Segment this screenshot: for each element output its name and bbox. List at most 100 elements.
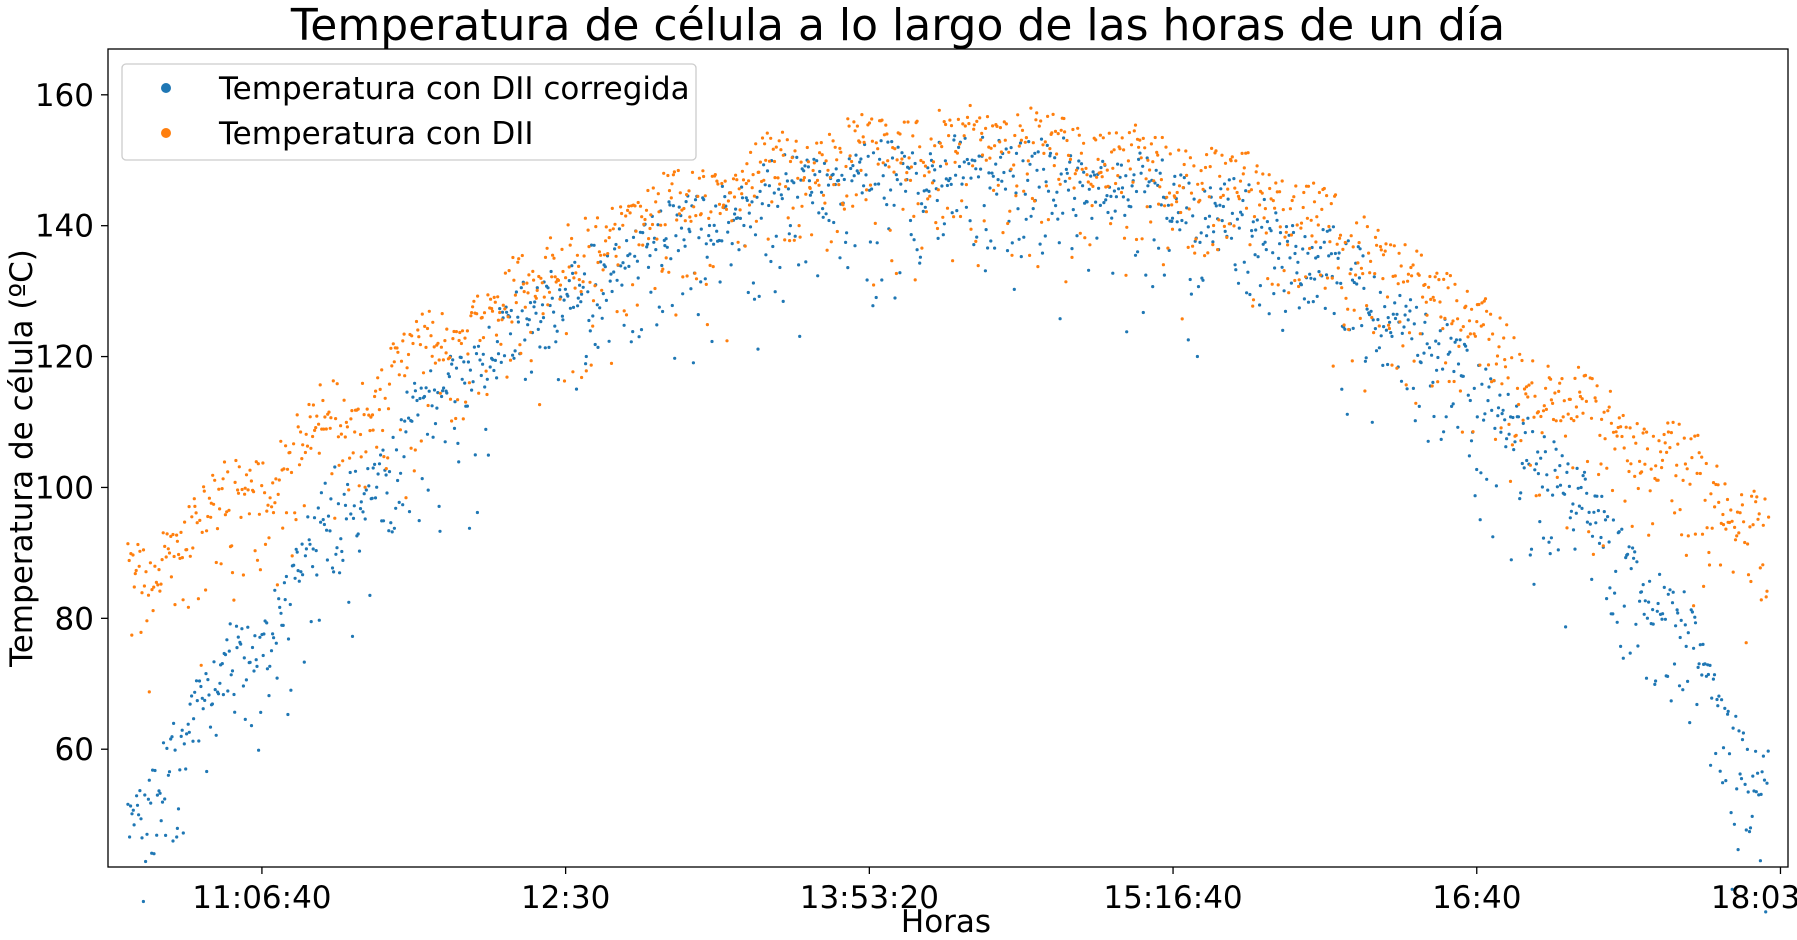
point-dii: [1656, 478, 1660, 482]
point-dii: [912, 214, 916, 218]
point-corregida: [425, 432, 430, 436]
point-corregida: [307, 538, 311, 542]
point-corregida: [604, 298, 609, 302]
point-corregida: [207, 693, 211, 697]
point-dii: [864, 198, 868, 202]
x-axis: 11:06:4012:3013:53:2015:16:4016:4018:03:…: [192, 867, 1797, 916]
point-corregida: [235, 646, 239, 650]
point-dii: [1750, 494, 1754, 498]
point-corregida: [195, 699, 199, 703]
point-dii: [485, 392, 489, 397]
point-dii: [299, 430, 303, 434]
point-dii: [1046, 114, 1050, 118]
point-dii: [1286, 243, 1290, 247]
point-corregida: [676, 249, 681, 253]
point-corregida: [552, 310, 556, 314]
point-dii: [322, 427, 326, 431]
point-dii: [1309, 218, 1313, 222]
point-dii: [142, 584, 146, 588]
point-corregida: [648, 254, 652, 258]
point-dii: [696, 194, 700, 198]
point-dii: [1163, 204, 1167, 208]
point-corregida: [491, 358, 495, 362]
point-dii: [1057, 177, 1061, 181]
point-corregida: [1523, 431, 1527, 435]
point-corregida: [1010, 241, 1014, 245]
point-corregida: [1085, 200, 1089, 204]
point-corregida: [804, 260, 808, 264]
point-dii: [894, 271, 899, 276]
point-dii: [635, 303, 639, 307]
point-dii: [159, 582, 163, 586]
point-dii: [1662, 432, 1666, 437]
point-corregida: [1147, 180, 1151, 184]
point-dii: [246, 488, 250, 492]
point-dii: [1730, 519, 1734, 523]
point-dii: [476, 294, 480, 298]
point-dii: [1118, 147, 1122, 151]
point-dii: [1443, 316, 1447, 320]
point-corregida: [1437, 342, 1441, 346]
point-dii: [457, 338, 461, 343]
point-dii: [735, 178, 739, 182]
point-corregida: [399, 471, 403, 475]
point-dii: [333, 516, 337, 520]
point-corregida: [940, 184, 944, 188]
point-corregida: [1094, 200, 1098, 204]
point-corregida: [1493, 426, 1497, 430]
point-corregida: [1078, 180, 1082, 184]
point-corregida: [1031, 207, 1035, 211]
point-corregida: [1439, 437, 1443, 441]
point-corregida: [258, 635, 262, 639]
point-corregida: [402, 455, 406, 459]
point-dii: [1037, 124, 1041, 128]
point-dii: [1467, 319, 1472, 323]
point-corregida: [773, 290, 777, 294]
point-dii: [438, 391, 442, 395]
point-corregida: [1023, 192, 1027, 196]
point-corregida: [1575, 466, 1579, 470]
point-dii: [715, 179, 719, 183]
point-dii: [547, 290, 552, 294]
point-corregida: [1044, 180, 1048, 184]
point-corregida: [1494, 484, 1498, 488]
point-dii: [1682, 436, 1686, 440]
point-dii: [1558, 381, 1562, 385]
point-corregida: [999, 155, 1003, 159]
point-corregida: [424, 386, 428, 390]
point-dii: [1340, 286, 1344, 290]
point-dii: [1518, 352, 1522, 356]
point-dii: [1156, 153, 1160, 157]
point-dii: [1297, 284, 1301, 289]
point-corregida: [1306, 300, 1311, 304]
point-dii: [778, 182, 782, 186]
point-corregida: [243, 717, 247, 722]
point-corregida: [265, 621, 269, 625]
point-dii: [842, 207, 847, 211]
point-corregida: [1258, 284, 1262, 288]
point-dii: [1597, 472, 1601, 477]
point-dii: [1423, 282, 1427, 287]
point-corregida: [1716, 704, 1720, 708]
point-corregida: [529, 370, 534, 374]
point-dii: [769, 136, 773, 140]
point-dii: [824, 159, 828, 163]
point-dii: [416, 328, 420, 332]
point-corregida: [1651, 608, 1655, 612]
point-corregida: [1235, 217, 1239, 221]
point-corregida: [1119, 163, 1123, 167]
point-corregida: [373, 496, 378, 500]
point-dii: [1683, 462, 1687, 466]
point-corregida: [571, 305, 576, 309]
point-dii: [531, 269, 535, 273]
point-dii: [1432, 298, 1436, 302]
point-dii: [1347, 327, 1351, 332]
point-dii: [1283, 235, 1287, 239]
point-corregida: [1500, 412, 1504, 416]
point-dii: [575, 253, 580, 257]
point-dii: [456, 398, 460, 402]
point-dii: [1020, 128, 1025, 132]
point-dii: [292, 442, 296, 446]
point-dii: [927, 170, 931, 174]
point-corregida: [540, 303, 545, 307]
